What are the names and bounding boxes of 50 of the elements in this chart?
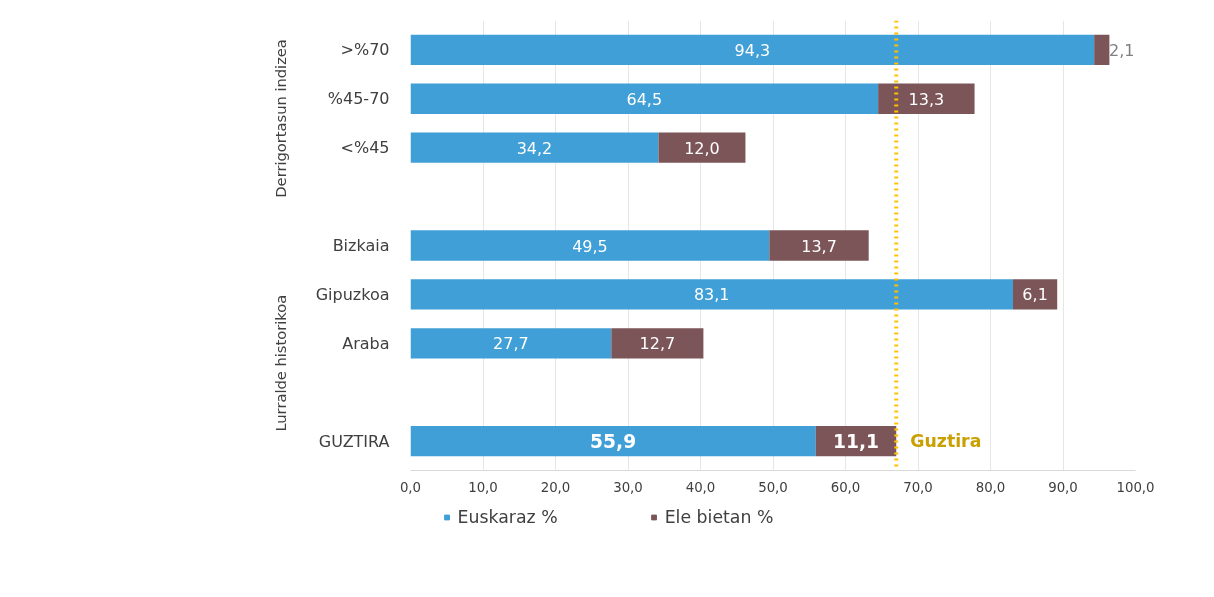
data-label: 64,5 [626,89,663,109]
x-tick-label: 40,0 [685,479,716,495]
bar [1012,279,1058,310]
x-tick-label: 70,0 [903,479,933,495]
bar [410,230,770,261]
text: Lurralde historikoa [272,294,289,432]
data-label: 49,5 [572,236,608,256]
ref-line-label: Guztira [910,431,982,452]
x-tick-label: 60,0 [830,479,861,495]
data-label: 11,1 [833,431,880,453]
data-label: 94,3 [734,40,771,60]
legend-label: Euskaraz % [457,506,558,527]
x-tick-label: 30,0 [613,479,643,495]
x-tick-label: 10,0 [468,479,498,495]
y-tick-label: %45-70 [327,89,390,109]
x-tick-label: 80,0 [975,479,1006,495]
bar [769,230,869,261]
bar [410,83,879,114]
x-tick-label: 90,0 [1048,479,1078,495]
x-tick-label: 100,0 [1116,479,1155,495]
data-label: 6,1 [1022,285,1048,305]
legend-label: Ele bietan % [664,506,774,527]
data-label: 34,2 [516,138,553,158]
bar [410,34,1095,66]
bar [878,83,975,114]
data-label: 83,1 [693,285,730,305]
data-label: 13,3 [908,89,945,109]
bar [611,328,704,359]
y-tick-label: >%70 [340,40,390,60]
data-label: 13,7 [801,236,837,256]
y-tick-label: Gipuzkoa [315,284,390,304]
x-tick-label: 20,0 [540,479,571,495]
text: Derrigortasun indizea [272,39,289,198]
bar [1094,34,1110,66]
y-tick-label: Bizkaia [332,236,390,255]
bar [410,279,1013,310]
x-tick-label: 50,0 [758,479,788,495]
bar [410,425,816,457]
x-tick-label: 0,0 [399,479,422,495]
bar [410,328,612,359]
y-tick-label: GUZTIRA [318,431,390,451]
data-label: 2,1 [1109,40,1135,60]
bar [658,132,746,163]
y-tick-label: Araba [342,333,390,353]
data-label: 12,0 [684,138,720,158]
data-label: 55,9 [590,431,637,453]
y-tick-label: <%45 [340,138,390,158]
bar [410,132,659,163]
data-label: 27,7 [493,334,529,354]
data-label: 12,7 [639,334,676,354]
